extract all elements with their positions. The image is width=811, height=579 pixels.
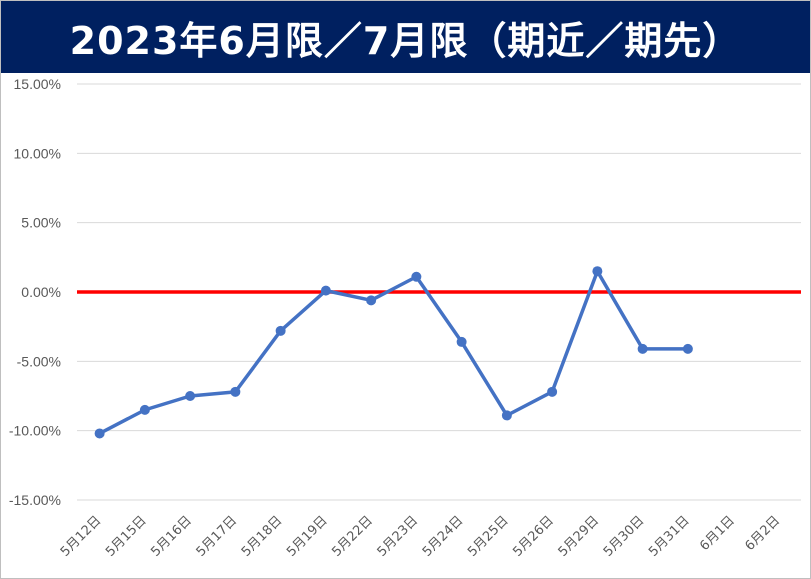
x-tick-label: 5月16日 [148,513,195,560]
x-tick-label: 5月18日 [239,513,286,560]
y-tick-label: -5.00% [17,353,61,369]
x-tick-label: 5月30日 [601,513,648,560]
x-tick-label: 5月19日 [284,513,331,560]
y-tick-label: -10.00% [9,423,61,439]
data-point [456,336,467,347]
x-tick-label: 6月1日 [697,513,738,554]
y-tick-label: -15.00% [9,492,61,508]
x-tick-label: 5月22日 [329,513,376,560]
data-point [682,343,693,354]
x-tick-label: 5月15日 [103,513,150,560]
data-point [94,428,105,439]
x-tick-label: 5月24日 [420,513,467,560]
title-bar: 2023年6月限／7月限（期近／期先） [1,1,810,73]
data-point [230,386,241,397]
x-tick-label: 5月23日 [375,513,422,560]
series-layer [94,266,693,439]
x-tick-label: 5月29日 [556,513,603,560]
x-axis-ticks: 5月12日5月15日5月16日5月17日5月18日5月19日5月22日5月23日… [58,513,783,560]
x-tick-label: 5月31日 [646,513,693,560]
y-tick-label: 10.00% [14,145,61,161]
data-point [185,391,196,401]
series-line [98,269,688,435]
x-tick-label: 5月12日 [58,513,105,560]
x-tick-label: 5月25日 [465,513,512,560]
x-tick-label: 5月26日 [510,513,557,560]
y-tick-label: 15.00% [14,76,61,92]
data-point [501,410,512,421]
data-point [320,285,331,296]
data-point [139,404,150,415]
data-point [411,271,422,282]
x-tick-label: 6月2日 [743,513,784,554]
y-tick-label: 0.00% [21,284,61,300]
chart-title: 2023年6月限／7月限（期近／期先） [69,18,742,63]
x-tick-label: 5月17日 [194,513,241,560]
y-tick-label: 5.00% [21,215,61,231]
y-axis-ticks: 15.00% 10.00% 5.00% 0.00% -5.00% -10.00% -15.0… [9,76,61,508]
data-point [637,343,648,354]
data-point [275,325,286,336]
data-point [592,266,603,277]
data-point [366,295,377,306]
data-point [547,386,558,397]
